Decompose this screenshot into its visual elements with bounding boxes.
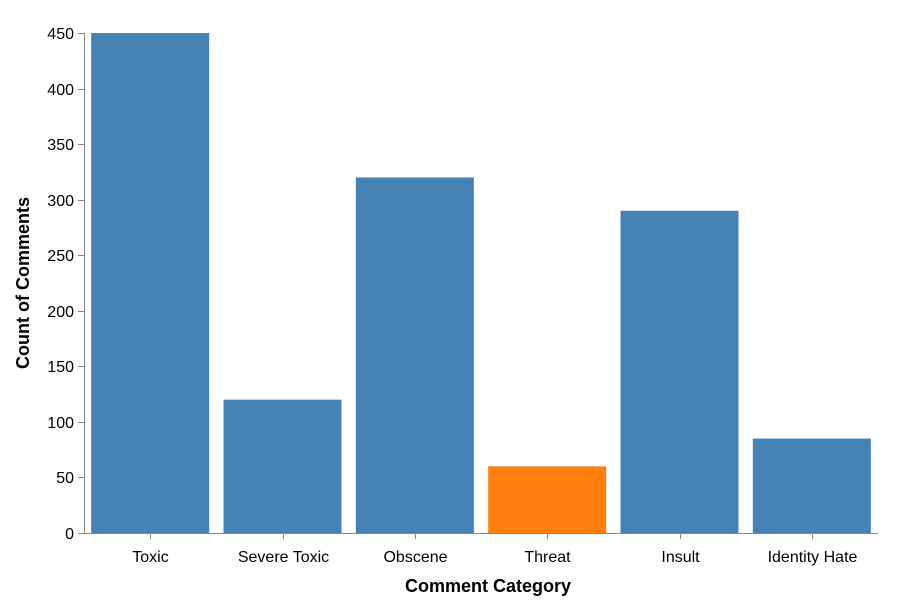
bar-severe-toxic [223,399,342,533]
axes-layer: 0 50 100 150 200 250 300 350 400 450 Toxic Severe T… [47,26,878,566]
y-tick-label: 250 [47,248,74,265]
y-axis-title: Count of Comments [13,197,33,369]
y-tick-label: 200 [47,304,74,321]
x-tick-label: Toxic [132,549,168,566]
x-tick-label: Obscene [383,549,447,566]
bar-toxic [91,33,210,533]
bar-insult [620,210,739,533]
y-tick-label: 450 [47,26,74,43]
y-tick-label: 400 [47,82,74,99]
x-tick-label: Insult [661,549,700,566]
x-axis-title: Comment Category [405,576,571,596]
bars-layer [91,33,871,533]
x-tick-label: Severe Toxic [238,549,329,566]
bar-identity-hate [752,438,871,533]
y-tick-label: 150 [47,359,74,376]
y-tick-label: 0 [65,526,74,543]
y-tick-label: 350 [47,137,74,154]
bar-threat [488,466,607,533]
y-tick-label: 50 [56,470,74,487]
y-tick-label: 300 [47,193,74,210]
x-tick-label: Threat [524,549,571,566]
x-tick-label: Identity Hate [768,549,858,566]
bar-obscene [355,177,474,533]
y-tick-label: 100 [47,415,74,432]
